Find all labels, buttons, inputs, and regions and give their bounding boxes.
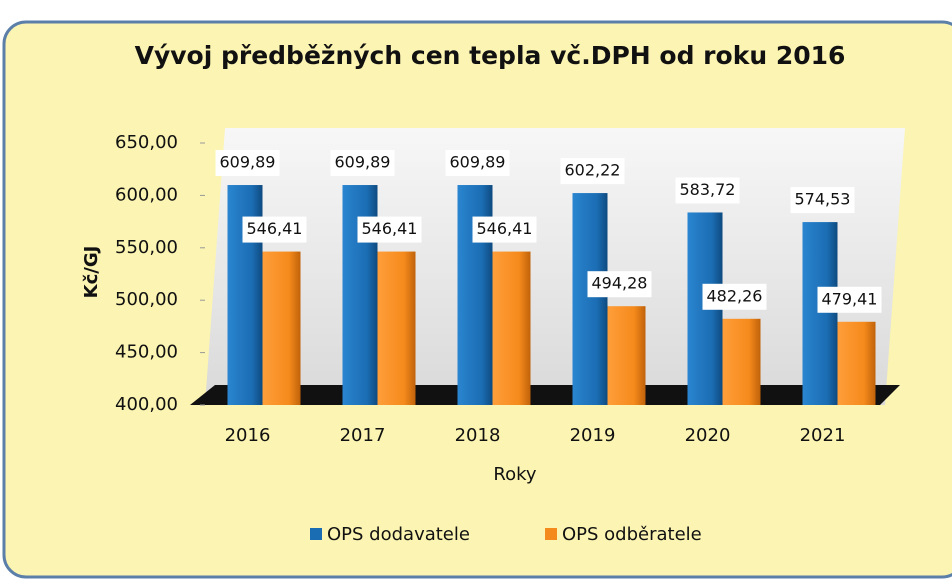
value-label-box: [560, 158, 625, 185]
bar: [377, 251, 416, 405]
legend-swatch: [545, 528, 557, 540]
value-label-box: [587, 271, 652, 298]
x-tick-label: 2021: [800, 425, 846, 446]
y-tick-label: 450,00: [115, 342, 178, 363]
value-label: 546,41: [477, 219, 533, 238]
y-tick-label: 400,00: [115, 394, 178, 415]
bar: [492, 251, 531, 405]
value-label: 609,89: [220, 153, 276, 172]
value-label: 583,72: [680, 180, 736, 199]
x-tick-label: 2016: [225, 425, 271, 446]
value-label-box: [215, 150, 280, 177]
value-label: 494,28: [592, 274, 648, 293]
value-label: 574,53: [795, 190, 851, 209]
x-tick-label: 2018: [455, 425, 501, 446]
value-label-box: [330, 150, 395, 177]
value-label: 602,22: [565, 161, 621, 180]
value-label: 546,41: [362, 219, 418, 238]
bar: [802, 222, 838, 405]
value-label-box: [817, 286, 882, 313]
bar: [837, 321, 876, 405]
legend-label: OPS dodavatele: [327, 524, 470, 545]
value-label-box: [357, 216, 422, 243]
value-label: 479,41: [822, 289, 878, 308]
value-label-box: [472, 216, 537, 243]
y-tick-label: 500,00: [115, 289, 178, 310]
legend-swatch: [310, 528, 322, 540]
value-label: 546,41: [247, 219, 303, 238]
x-tick-label: 2017: [340, 425, 386, 446]
x-axis-label: Roky: [493, 464, 536, 485]
value-label-box: [702, 283, 767, 310]
x-tick-label: 2019: [570, 425, 616, 446]
y-tick-label: 650,00: [115, 132, 178, 153]
value-label-box: [445, 150, 510, 177]
bar: [607, 306, 646, 405]
y-tick-label: 550,00: [115, 237, 178, 258]
bar: [722, 318, 761, 405]
value-label-box: [675, 177, 740, 204]
value-label-box: [790, 187, 855, 214]
legend-label: OPS odběratele: [562, 524, 702, 545]
value-label-box: [242, 216, 307, 243]
value-label: 609,89: [450, 153, 506, 172]
value-label: 609,89: [335, 153, 391, 172]
x-tick-label: 2020: [685, 425, 731, 446]
y-axis-label: Kč/GJ: [81, 246, 102, 299]
plot-wall: [205, 128, 905, 405]
y-tick-label: 600,00: [115, 184, 178, 205]
bar: [262, 251, 301, 405]
value-label: 482,26: [707, 286, 763, 305]
chart-title: Vývoj předběžných cen tepla vč.DPH od ro…: [135, 41, 846, 70]
bar: [572, 193, 608, 405]
